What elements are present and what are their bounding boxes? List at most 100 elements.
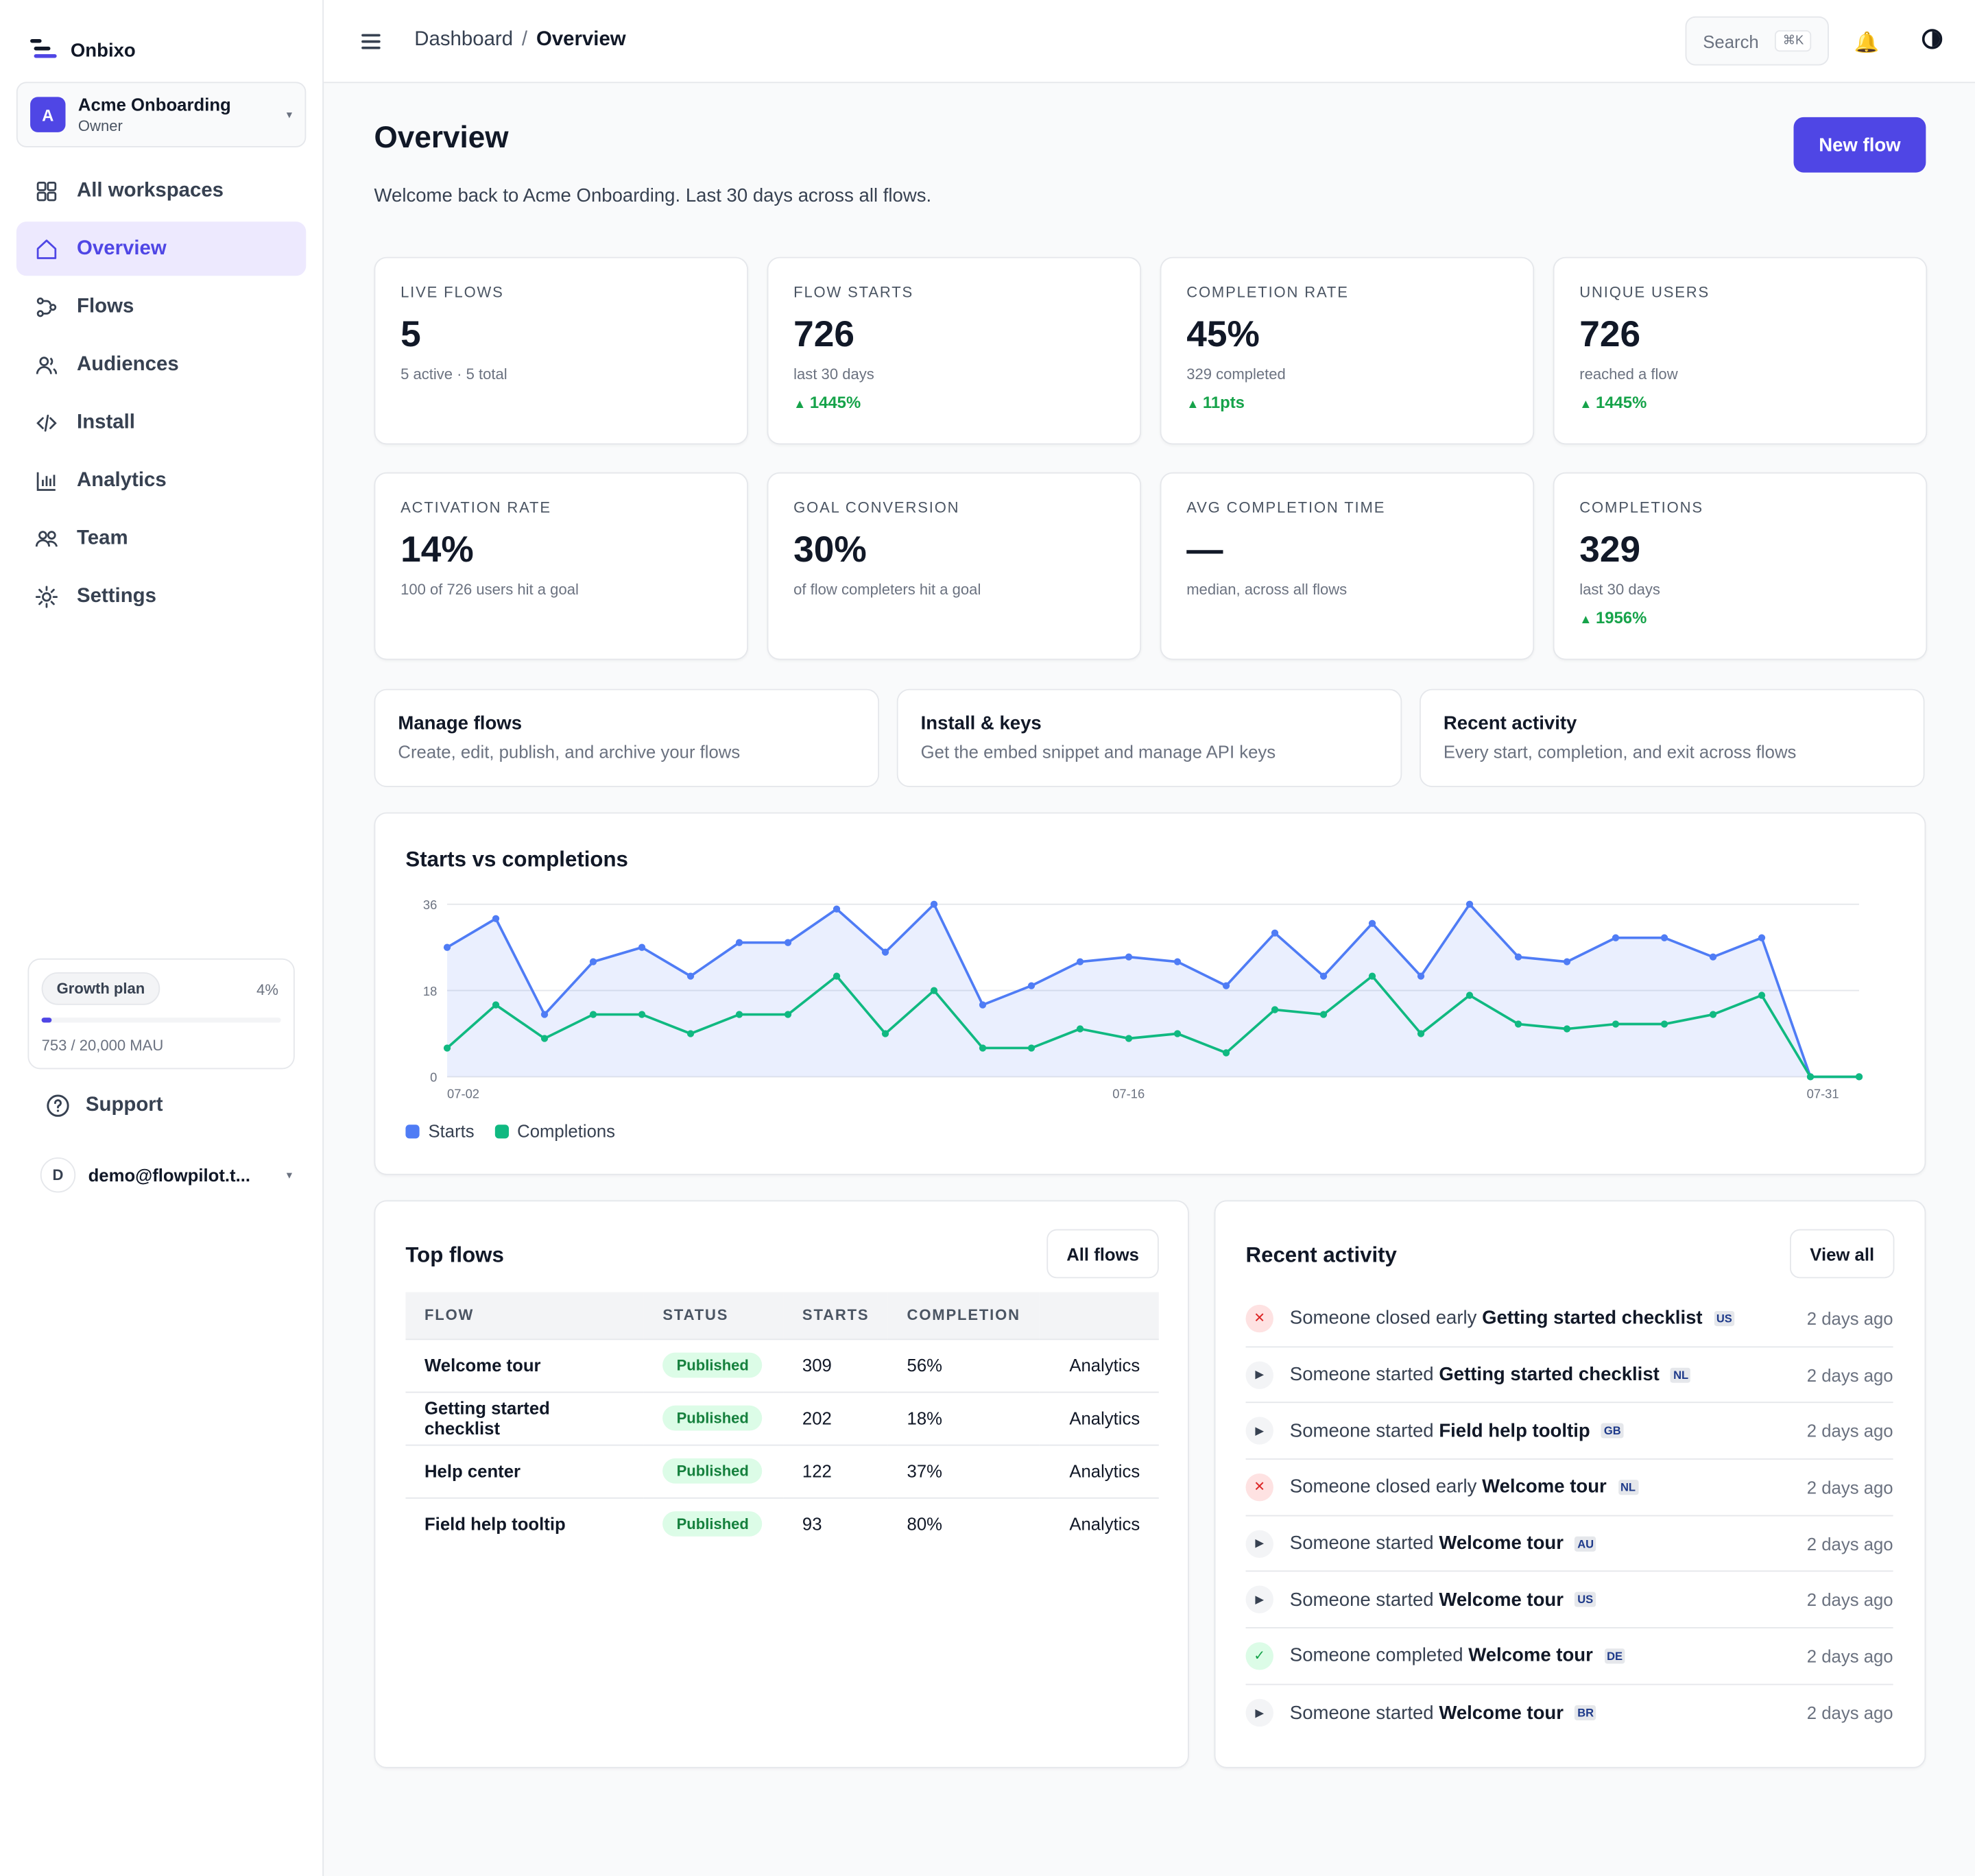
list-item[interactable]: ✕ Someone closed early Getting started c… — [1245, 1291, 1893, 1347]
sidebar-item-label: Flows — [77, 295, 134, 317]
list-item[interactable]: ▶ Someone started Getting started checkl… — [1245, 1347, 1893, 1404]
new-flow-button[interactable]: New flow — [1793, 117, 1926, 173]
stat-label: Live flows — [400, 283, 504, 301]
x-icon: ✕ — [1245, 1304, 1273, 1332]
sidebar-item-analytics[interactable]: Analytics — [16, 453, 306, 507]
stat-label: Unique users — [1579, 283, 1710, 301]
support-link[interactable]: Support — [45, 1093, 163, 1118]
analytics-link[interactable]: Analytics — [1069, 1514, 1140, 1535]
table-row[interactable]: Welcome tour Published 309 56% Analytics — [405, 1338, 1159, 1393]
sidebar-item-install[interactable]: Install — [16, 396, 306, 450]
user-menu[interactable]: D demo@flowpilot.t... ▾ — [40, 1157, 292, 1193]
series-area-starts — [447, 904, 1860, 1077]
data-point — [492, 1001, 500, 1009]
legend-item[interactable]: Completions — [494, 1121, 615, 1141]
flow-starts: 93 — [802, 1514, 822, 1535]
quick-link-manage-flows[interactable]: Manage flows Create, edit, publish, and … — [374, 688, 880, 787]
data-point — [1027, 982, 1036, 989]
data-point — [930, 900, 938, 908]
data-point — [443, 1044, 451, 1052]
data-point — [686, 972, 695, 980]
list-item[interactable]: ▶ Someone started Welcome tour BR 2 days… — [1245, 1685, 1893, 1741]
chevron-down-icon: ▾ — [286, 108, 293, 121]
table-row[interactable]: Help center Published 122 37% Analytics — [405, 1444, 1159, 1498]
stat-label: Activation rate — [400, 498, 551, 517]
list-item[interactable]: ▶ Someone started Field help tooltip GB … — [1245, 1404, 1893, 1460]
activity-time: 2 days ago — [1806, 1308, 1893, 1329]
sidebar-item-label: Install — [77, 411, 135, 433]
sidebar-item-overview[interactable]: Overview — [16, 221, 307, 276]
analytics-link[interactable]: Analytics — [1039, 1338, 1159, 1393]
stat-label: Avg completion time — [1186, 498, 1386, 517]
search-button[interactable]: Search ⌘K — [1685, 16, 1829, 66]
main: Dashboard / Overview Search ⌘K 🔔 Overview … — [324, 0, 1975, 1876]
sidebar-item-settings[interactable]: Settings — [16, 569, 306, 623]
data-point — [1660, 1020, 1668, 1028]
activity-flow: Welcome tour — [1439, 1532, 1564, 1554]
us-flag-icon: US — [1575, 1592, 1596, 1608]
legend-item[interactable]: Starts — [405, 1120, 475, 1142]
users-icon — [36, 356, 58, 374]
de-flag-icon: DE — [1604, 1648, 1625, 1664]
sidebar-item-all-workspaces[interactable]: All workspaces — [16, 164, 306, 218]
workspace-switcher[interactable]: A Acme Onboarding Owner ▾ — [16, 82, 307, 147]
search-shortcut: ⌘K — [1775, 30, 1812, 52]
list-item[interactable]: ✕ Someone closed early Welcome tour NL 2… — [1245, 1460, 1893, 1516]
sidebar: Onbixo A Acme Onboarding Owner ▾ All wor… — [0, 0, 324, 1876]
home-icon — [36, 239, 57, 258]
breadcrumb: Dashboard / Overview — [414, 29, 625, 51]
quick-link-install-keys[interactable]: Install & keys Get the embed snippet and… — [896, 688, 1402, 787]
flow-status: Published — [643, 1391, 784, 1445]
plan-card[interactable]: Growth plan 4% 753 / 20,000 MAU — [27, 958, 295, 1070]
data-point — [784, 939, 792, 946]
stat-card-flow-starts: Flow starts 726 last 30 days ▲ 1445% — [767, 256, 1142, 445]
sidebar-item-team[interactable]: Team — [16, 512, 306, 566]
data-point — [638, 943, 646, 951]
breadcrumb-separator: / — [521, 29, 528, 51]
quick-link-recent-activity[interactable]: Recent activity Every start, completion,… — [1419, 688, 1925, 787]
activity-time: 2 days ago — [1806, 1646, 1893, 1666]
bell-icon[interactable]: 🔔 — [1854, 32, 1880, 54]
stat-delta-value: 11pts — [1202, 393, 1245, 412]
analytics-link[interactable]: Analytics — [1039, 1391, 1159, 1445]
list-item[interactable]: ▶ Someone started Welcome tour AU 2 days… — [1245, 1516, 1893, 1573]
activity-list: ✕ Someone closed early Getting started c… — [1245, 1291, 1893, 1742]
menu-icon[interactable] — [361, 34, 381, 49]
data-point — [1758, 991, 1766, 999]
workspace-avatar: A — [30, 97, 66, 132]
sidebar-item-flows[interactable]: Flows — [16, 280, 306, 334]
sidebar-item-audiences[interactable]: Audiences — [16, 337, 306, 392]
activity-text: Someone closed early Welcome tour — [1290, 1476, 1607, 1498]
data-point — [784, 1011, 792, 1018]
support-label: Support — [85, 1094, 163, 1116]
activity-text: Someone started Welcome tour — [1290, 1703, 1564, 1724]
legend-label: Starts — [428, 1120, 475, 1142]
data-point — [1660, 934, 1668, 941]
analytics-link[interactable]: Analytics — [1039, 1444, 1159, 1498]
code-icon — [36, 413, 57, 431]
plan-usage-fill — [41, 1018, 51, 1023]
data-point — [735, 939, 743, 946]
activity-prefix: Someone closed early — [1289, 1476, 1477, 1498]
view-all-button[interactable]: View all — [1789, 1229, 1895, 1279]
activity-flow: Welcome tour — [1439, 1702, 1564, 1724]
all-flows-button[interactable]: All flows — [1046, 1229, 1159, 1279]
table-row[interactable]: Getting started checklist Published 202 … — [405, 1391, 1159, 1445]
table-row[interactable]: Field help tooltip Published 93 80% Anal… — [405, 1498, 1158, 1550]
page-title: Overview — [374, 121, 509, 155]
user-email: demo@flowpilot.t... — [88, 1164, 251, 1186]
list-item[interactable]: ▶ Someone started Welcome tour US 2 days… — [1245, 1572, 1893, 1629]
y-tick-label: 36 — [423, 898, 437, 912]
theme-toggle-icon[interactable] — [1922, 29, 1943, 49]
breadcrumb-parent[interactable]: Dashboard — [414, 29, 514, 51]
flow-starts: 122 — [783, 1444, 889, 1498]
activity-text: Someone started Getting started checklis… — [1290, 1364, 1660, 1385]
brand[interactable]: Onbixo — [0, 0, 322, 69]
stat-delta: ▲ 1956% — [1579, 608, 1900, 627]
flow-completion: 18% — [888, 1391, 1040, 1445]
data-point — [1855, 1073, 1863, 1081]
top-flows-table: Flow Status Starts Completion Welcome tour … — [405, 1292, 1159, 1550]
plan-percent: 4% — [256, 981, 278, 999]
list-item[interactable]: ✓ Someone completed Welcome tour DE 2 da… — [1245, 1628, 1893, 1685]
data-point — [540, 1011, 549, 1018]
